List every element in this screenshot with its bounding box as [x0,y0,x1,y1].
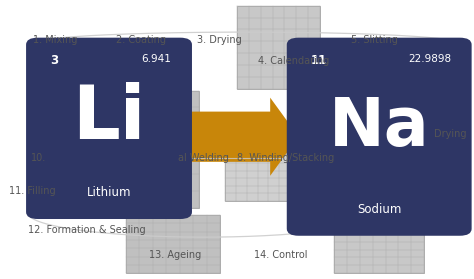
Text: 5. Slitting: 5. Slitting [351,35,398,45]
Text: 3. Drying: 3. Drying [197,35,241,45]
Text: Drying: Drying [434,129,467,139]
Text: Lithium: Lithium [87,186,131,199]
Text: 11. Filling: 11. Filling [9,186,56,196]
Text: 3: 3 [50,54,58,68]
Text: 13. Ageing: 13. Ageing [149,250,201,260]
FancyBboxPatch shape [137,91,199,208]
FancyArrow shape [175,98,299,176]
FancyBboxPatch shape [287,38,472,236]
FancyBboxPatch shape [126,215,220,273]
FancyBboxPatch shape [334,218,424,273]
Text: al Welding: al Welding [178,153,228,163]
Text: 12. Formation & Sealing: 12. Formation & Sealing [28,225,146,235]
Text: 2. Coating: 2. Coating [116,35,166,45]
Text: Li: Li [73,82,146,155]
Text: 6.941: 6.941 [142,54,172,64]
Text: 22.9898: 22.9898 [408,54,451,64]
Text: 14. Control: 14. Control [254,250,307,260]
Text: 4. Calendaring: 4. Calendaring [258,56,329,66]
Text: 10.: 10. [31,153,46,163]
Text: Sodium: Sodium [357,203,401,216]
FancyBboxPatch shape [237,6,320,89]
FancyBboxPatch shape [26,38,192,219]
Text: 8. Winding/Stacking: 8. Winding/Stacking [237,153,334,163]
Text: 1. Mixing: 1. Mixing [33,35,78,45]
FancyBboxPatch shape [225,148,301,201]
Text: Na: Na [329,94,429,160]
Text: 11: 11 [310,54,327,68]
